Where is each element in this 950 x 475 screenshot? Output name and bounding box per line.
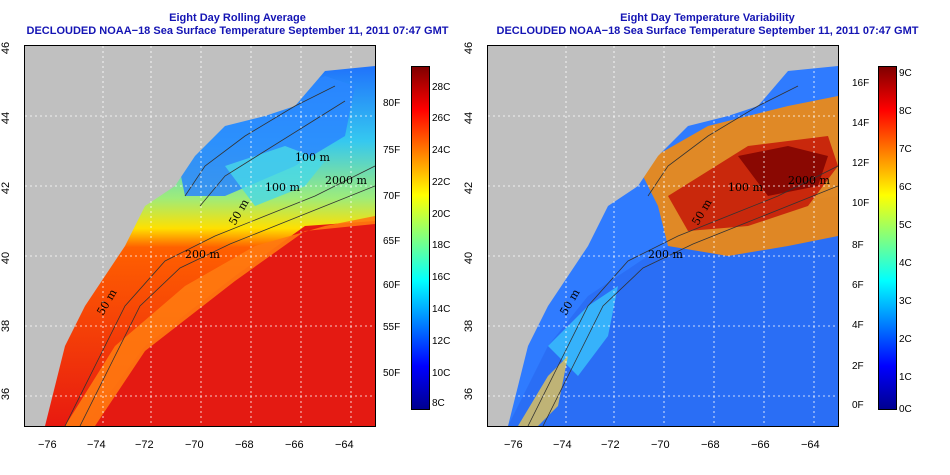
left-ytick-36: 36 <box>0 387 13 401</box>
left-cbar-12c: 12C <box>432 336 451 347</box>
left-sst-map: 100 m 100 m 2000 m 200 m 50 m 50 m <box>24 45 376 427</box>
left-xtick-64: −64 <box>335 439 354 451</box>
left-map-title: Eight Day Rolling Average <box>169 12 306 24</box>
right-cbar-0f: 0F <box>852 400 864 411</box>
right-variability-map: 100 m 2000 m 200 m 50 m 50 m <box>487 45 839 427</box>
left-cbar-60f: 60F <box>383 280 401 291</box>
left-xtick-66: −66 <box>285 439 304 451</box>
left-cbar-20c: 20C <box>432 209 451 220</box>
left-sst-map-svg: 100 m 100 m 2000 m 200 m 50 m 50 m <box>25 46 375 426</box>
left-cbar-28c: 28C <box>432 82 451 93</box>
right-map-subtitle: DECLOUDED NOAA−18 Sea Surface Temperatur… <box>496 25 919 37</box>
right-xtick-66: −66 <box>751 439 770 451</box>
right-ytick-36: 36 <box>463 387 476 401</box>
right-xtick-74: −74 <box>553 439 572 451</box>
lat-lon-grid <box>25 46 375 426</box>
right-cbar-4f: 4F <box>852 320 864 331</box>
right-cbar-7c: 7C <box>899 144 912 155</box>
right-cbar-6f: 6F <box>852 280 864 291</box>
right-map-title: Eight Day Temperature Variability <box>620 12 795 24</box>
left-cbar-8c: 8C <box>432 398 445 409</box>
right-cbar-8c: 8C <box>899 106 912 117</box>
left-cbar-80f: 80F <box>383 98 401 109</box>
right-cbar-2f: 2F <box>852 361 864 372</box>
right-xtick-72: −72 <box>601 439 620 451</box>
left-cbar-26c: 26C <box>432 113 451 124</box>
left-cbar-65f: 65F <box>383 236 401 247</box>
right-cbar-6c: 6C <box>899 182 912 193</box>
contour-label-200m: 200 m <box>648 248 683 261</box>
right-cbar-14f: 14F <box>852 118 870 129</box>
right-cbar-8f: 8F <box>852 240 864 251</box>
right-cbar-0c: 0C <box>899 404 912 415</box>
left-ytick-38: 38 <box>0 319 13 333</box>
right-ytick-40: 40 <box>463 251 476 265</box>
right-xtick-68: −68 <box>701 439 720 451</box>
coastline-land <box>488 46 838 426</box>
left-xtick-74: −74 <box>87 439 106 451</box>
left-cbar-10c: 10C <box>432 368 451 379</box>
right-cbar-1c: 1C <box>899 372 912 383</box>
left-cbar-14c: 14C <box>432 304 451 315</box>
right-cbar-16f: 16F <box>852 78 870 89</box>
right-cbar-2c: 2C <box>899 334 912 345</box>
left-xtick-76: −76 <box>38 439 57 451</box>
right-ytick-38: 38 <box>463 319 476 333</box>
contour-label-2000m: 2000 m <box>788 174 830 187</box>
right-colorbar <box>878 66 897 410</box>
left-cbar-16c: 16C <box>432 272 451 283</box>
contour-label-100m: 100 m <box>728 181 763 194</box>
left-cbar-75f: 75F <box>383 145 401 156</box>
right-xtick-64: −64 <box>801 439 820 451</box>
right-xtick-70: −70 <box>651 439 670 451</box>
left-xtick-68: −68 <box>235 439 254 451</box>
right-cbar-4c: 4C <box>899 258 912 269</box>
right-cbar-9c: 9C <box>899 68 912 79</box>
gulf-stream-warm-water <box>85 221 375 426</box>
left-cbar-18c: 18C <box>432 240 451 251</box>
contour-label-100m-b: 100 m <box>265 181 300 194</box>
coastline-land <box>25 46 375 426</box>
left-ytick-44: 44 <box>0 111 13 125</box>
left-cbar-22c: 22C <box>432 177 451 188</box>
right-variability-map-svg: 100 m 2000 m 200 m 50 m 50 m <box>488 46 838 426</box>
left-cbar-24c: 24C <box>432 145 451 156</box>
contour-label-100m-a: 100 m <box>295 151 330 164</box>
right-cbar-12f: 12F <box>852 158 870 169</box>
left-cbar-50f: 50F <box>383 368 401 379</box>
contour-label-2000m: 2000 m <box>325 174 367 187</box>
left-xtick-72: −72 <box>135 439 154 451</box>
right-ytick-46: 46 <box>463 41 476 55</box>
left-map-subtitle: DECLOUDED NOAA−18 Sea Surface Temperatur… <box>26 25 449 37</box>
left-ytick-42: 42 <box>0 181 13 195</box>
right-ytick-44: 44 <box>463 111 476 125</box>
left-cbar-70f: 70F <box>383 191 401 202</box>
right-cbar-3c: 3C <box>899 296 912 307</box>
right-xtick-76: −76 <box>504 439 523 451</box>
left-cbar-55f: 55F <box>383 322 401 333</box>
right-ytick-42: 42 <box>463 181 476 195</box>
right-cbar-10f: 10F <box>852 198 870 209</box>
contour-label-200m: 200 m <box>185 248 220 261</box>
right-cbar-5c: 5C <box>899 220 912 231</box>
left-ytick-40: 40 <box>0 251 13 265</box>
left-ytick-46: 46 <box>0 41 13 55</box>
left-colorbar <box>411 66 430 410</box>
left-xtick-70: −70 <box>185 439 204 451</box>
cold-shelf-water <box>175 76 355 196</box>
lat-lon-grid <box>488 46 838 426</box>
